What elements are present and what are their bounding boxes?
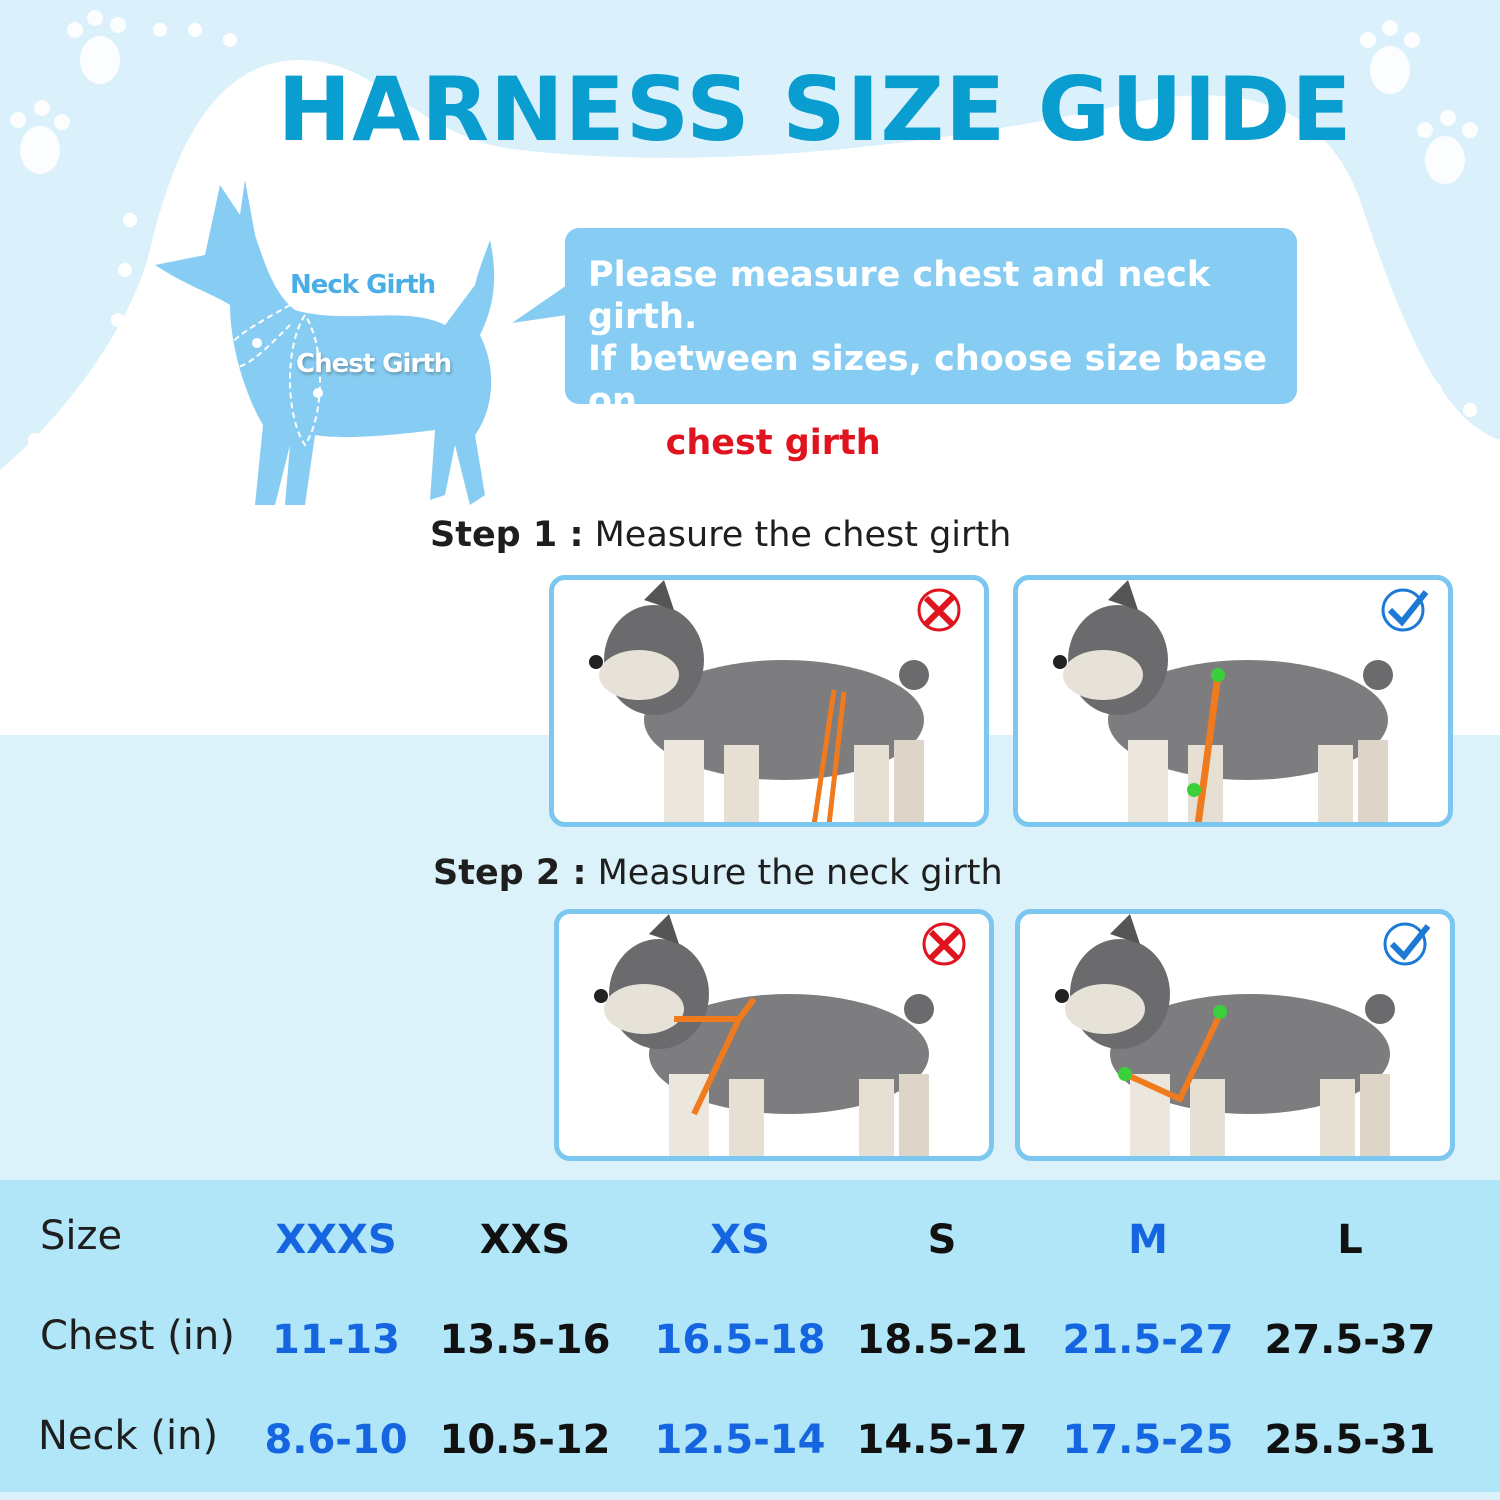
marker-dot xyxy=(1211,668,1225,682)
size-cell: L xyxy=(1337,1217,1363,1263)
marker-dot xyxy=(1213,1005,1227,1019)
dog-silhouette-icon xyxy=(155,180,495,505)
dog-photo xyxy=(594,914,966,1156)
chest-cell: 11-13 xyxy=(272,1317,400,1363)
neck-cell: 12.5-14 xyxy=(654,1417,826,1463)
step-1-text: Measure the chest girth xyxy=(594,515,1012,555)
neck-cell: 17.5-25 xyxy=(1062,1417,1234,1463)
size-cell: XXXS xyxy=(275,1217,397,1263)
chest-girth-label: Chest Girth xyxy=(296,349,452,379)
red-x-icon xyxy=(922,922,966,966)
neck-cell: 14.5-17 xyxy=(856,1417,1028,1463)
measuring-tape xyxy=(1123,1012,1223,1103)
instruction-line-3-prefix: the xyxy=(588,423,666,463)
neck-cell: 8.6-10 xyxy=(264,1417,408,1463)
chest-cell: 21.5-27 xyxy=(1062,1317,1234,1363)
measuring-tape xyxy=(811,689,847,822)
step-2-label: Step 2 : xyxy=(433,853,587,893)
step-2-text: Measure the neck girth xyxy=(597,853,1003,893)
neck-cell: 25.5-31 xyxy=(1264,1417,1436,1463)
step-1-wrong-photo xyxy=(549,575,989,827)
blue-check-icon xyxy=(1383,922,1431,966)
page-title: HARNESS SIZE GUIDE xyxy=(277,58,1353,161)
instruction-line-2: If between sizes, choose size base on xyxy=(588,339,1267,421)
measuring-tape xyxy=(674,997,757,1116)
size-table: Size Chest (in) Neck (in) XXXS XXS XS S M L 11… xyxy=(0,1180,1500,1492)
marker-dot xyxy=(1187,783,1201,797)
blue-check-icon xyxy=(1381,588,1429,632)
instruction-text: Please measure chest and neck girth. If … xyxy=(588,254,1298,464)
instruction-bubble xyxy=(565,228,1297,404)
chest-cell: 27.5-37 xyxy=(1264,1317,1436,1363)
dog-photo xyxy=(1055,914,1431,1156)
measuring-tape xyxy=(1194,674,1222,822)
step-2-correct-photo xyxy=(1015,909,1455,1161)
neck-cell: 10.5-12 xyxy=(439,1417,611,1463)
row-label-size: Size xyxy=(40,1213,123,1259)
size-cell: XS xyxy=(710,1217,770,1263)
speech-bubble-tail xyxy=(512,285,567,323)
size-cell: S xyxy=(927,1217,957,1263)
red-x-icon xyxy=(917,588,961,632)
row-label-chest: Chest (in) xyxy=(40,1313,235,1359)
paw-print-icon xyxy=(10,10,1478,184)
neck-girth-label: Neck Girth xyxy=(290,270,436,300)
chest-cell: 13.5-16 xyxy=(439,1317,611,1363)
size-cell: XXS xyxy=(479,1217,571,1263)
chest-cell: 16.5-18 xyxy=(654,1317,826,1363)
instruction-line-1: Please measure chest and neck girth. xyxy=(588,255,1211,337)
dog-photo xyxy=(1053,580,1429,822)
instruction-line-3-suffix: . xyxy=(880,423,894,463)
chest-cell: 18.5-21 xyxy=(856,1317,1028,1363)
step-1-label: Step 1 : xyxy=(430,515,584,555)
step-1-heading: Step 1 : Measure the chest girth xyxy=(430,515,1011,555)
chest-girth-highlight: chest girth xyxy=(665,423,881,463)
size-cell: M xyxy=(1128,1217,1168,1263)
step-1-correct-photo xyxy=(1013,575,1453,827)
marker-dot xyxy=(1118,1067,1132,1081)
dog-photo xyxy=(589,580,961,822)
step-2-heading: Step 2 : Measure the neck girth xyxy=(433,853,1003,893)
row-label-neck: Neck (in) xyxy=(38,1413,219,1459)
step-2-wrong-photo xyxy=(554,909,994,1161)
